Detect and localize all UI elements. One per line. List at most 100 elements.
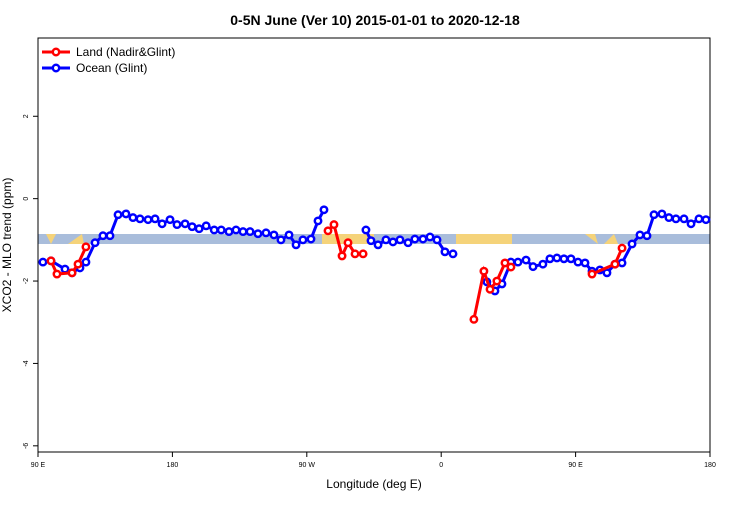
data-point: [121, 209, 131, 219]
data-point: [98, 231, 108, 241]
data-point: [276, 235, 286, 245]
data-point: [60, 264, 70, 274]
data-point: [580, 258, 590, 268]
legend-label: Ocean (Glint): [76, 61, 147, 75]
data-point: [291, 240, 301, 250]
legend-marker: [51, 63, 61, 73]
data-point: [46, 256, 56, 266]
data-point: [694, 214, 704, 224]
data-point: [253, 229, 263, 239]
data-point: [52, 269, 62, 279]
band-highlight: [68, 234, 84, 244]
data-point: [194, 224, 204, 234]
data-point: [545, 254, 555, 264]
data-point: [90, 238, 100, 248]
y-tick-label: -6: [23, 443, 30, 449]
y-tick-label: 0: [23, 197, 30, 201]
data-point: [135, 214, 145, 224]
data-point: [642, 231, 652, 241]
data-point: [492, 276, 502, 286]
data-point: [469, 314, 479, 324]
data-point: [350, 249, 360, 259]
x-axis-label: Longitude (deg E): [326, 477, 421, 491]
legend: Land (Nadir&Glint) Ocean (Glint): [42, 45, 175, 75]
series: [46, 220, 627, 324]
y-tick-label: -2: [23, 278, 30, 284]
data-point: [587, 269, 597, 279]
data-point: [284, 230, 294, 240]
data-point: [269, 230, 279, 240]
data-point: [701, 215, 711, 225]
data-point: [143, 215, 153, 225]
data-point: [485, 284, 495, 294]
data-point: [209, 225, 219, 235]
data-point: [610, 259, 620, 269]
data-point: [261, 228, 271, 238]
data-point: [313, 216, 323, 226]
data-point: [506, 262, 516, 272]
y-tick-label: -4: [23, 360, 30, 366]
data-point: [448, 249, 458, 259]
data-point: [343, 238, 353, 248]
data-point: [686, 219, 696, 229]
data-point: [671, 214, 681, 224]
data-point: [573, 257, 583, 267]
data-point: [245, 227, 255, 237]
data-point: [224, 227, 234, 237]
data-point: [403, 238, 413, 248]
data-point: [165, 215, 175, 225]
data-point: [38, 257, 48, 267]
band-highlight: [585, 234, 598, 244]
data-point: [128, 213, 138, 223]
data-point: [329, 220, 339, 230]
data-point: [358, 249, 368, 259]
data-point: [538, 259, 548, 269]
data-point: [664, 213, 674, 223]
data-point: [410, 234, 420, 244]
band-highlight: [604, 234, 618, 244]
data-point: [81, 242, 91, 252]
data-point: [238, 227, 248, 237]
x-tick-label: 180: [704, 462, 716, 469]
x-tick-label: 180: [167, 462, 179, 469]
data-point: [528, 262, 538, 272]
data-point: [513, 257, 523, 267]
band-highlight: [46, 234, 56, 244]
data-point: [679, 214, 689, 224]
data-point: [67, 268, 77, 278]
data-point: [298, 235, 308, 245]
y-axis-label: XCO2 - MLO trend (ppm): [0, 178, 14, 313]
data-point: [627, 239, 637, 249]
data-point: [337, 251, 347, 261]
data-point: [395, 235, 405, 245]
data-point: [602, 268, 612, 278]
data-point: [617, 258, 627, 268]
x-tick-label: 90 E: [31, 462, 46, 469]
x-tick-label: 90 E: [568, 462, 583, 469]
data-point: [172, 220, 182, 230]
data-point: [366, 236, 376, 246]
legend-label: Land (Nadir&Glint): [76, 45, 175, 59]
data-point: [657, 209, 667, 219]
data-point: [187, 222, 197, 232]
data-point: [361, 225, 371, 235]
legend-marker: [51, 47, 61, 57]
data-point: [440, 247, 450, 257]
data-point: [319, 205, 329, 215]
x-tick-label: 90 W: [299, 462, 316, 469]
data-point: [559, 254, 569, 264]
data-point: [201, 221, 211, 231]
y-tick-label: 2: [23, 114, 30, 118]
chart-title: 0-5N June (Ver 10) 2015-01-01 to 2020-12…: [230, 12, 520, 28]
data-point: [566, 254, 576, 264]
data-point: [521, 255, 531, 265]
data-point: [425, 232, 435, 242]
data-point: [306, 234, 316, 244]
x-tick-label: 0: [439, 462, 443, 469]
data-point: [373, 240, 383, 250]
data-point: [432, 235, 442, 245]
data-point: [649, 210, 659, 220]
data-point: [180, 219, 190, 229]
